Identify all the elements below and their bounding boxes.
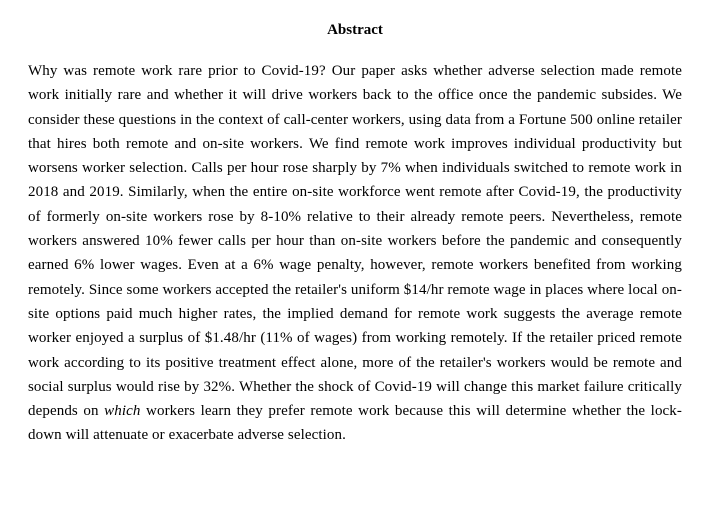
abstract-body: Why was remote work rare prior to Covid-… (28, 59, 682, 448)
abstract-page: Abstract Why was remote work rare prior … (0, 0, 710, 468)
abstract-title: Abstract (28, 22, 682, 39)
